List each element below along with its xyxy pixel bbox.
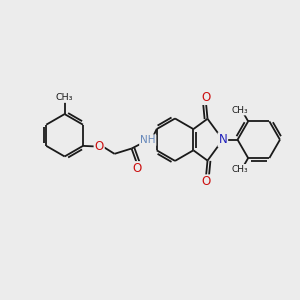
Text: O: O xyxy=(132,162,142,175)
Text: CH₃: CH₃ xyxy=(232,106,248,115)
Text: CH₃: CH₃ xyxy=(232,165,248,174)
Text: O: O xyxy=(201,91,211,104)
Text: O: O xyxy=(94,140,104,153)
Text: O: O xyxy=(201,175,211,188)
Text: N: N xyxy=(218,133,227,146)
Text: CH₃: CH₃ xyxy=(56,93,74,102)
Text: NH: NH xyxy=(140,135,155,145)
